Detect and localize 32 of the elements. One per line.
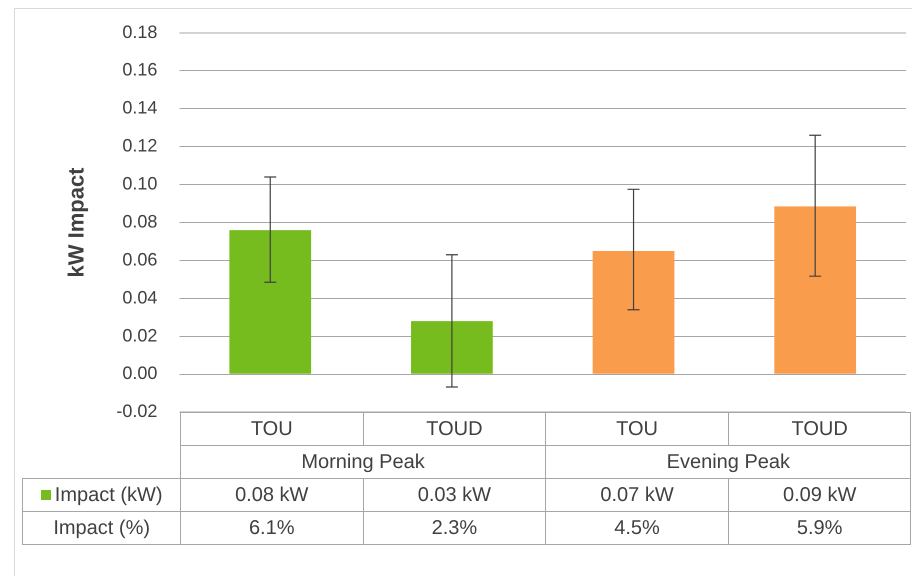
bar — [411, 321, 493, 374]
x-tick-label: TOUD — [363, 412, 546, 446]
data-label: 0.09 kW — [728, 478, 911, 512]
x-tick-label: TOU — [180, 412, 364, 446]
y-axis-title: kW Impact — [63, 166, 88, 278]
text: 2.3% — [363, 512, 546, 545]
text: Impact (%) — [22, 512, 180, 545]
y-tick-label: 0.06 — [122, 249, 158, 270]
y-tick-label: 0.02 — [122, 325, 158, 346]
bar — [774, 206, 856, 374]
x-tick-label: TOUD — [728, 412, 911, 446]
data-label: 0.08 kW — [180, 478, 364, 512]
text: 5.9% — [728, 512, 911, 545]
text: 4.5% — [546, 512, 728, 545]
legend-label: Impact (kW) — [22, 478, 180, 512]
text: Morning Peak — [180, 446, 546, 479]
text: 6.1% — [180, 512, 364, 545]
text: Evening Peak — [546, 446, 911, 479]
y-tick-label: 0.12 — [122, 136, 158, 156]
x-tick-label: TOU — [546, 412, 728, 446]
data-label: 0.07 kW — [546, 478, 728, 512]
y-tick-label: 0.14 — [122, 98, 158, 118]
data-label: 0.03 kW — [363, 478, 546, 512]
y-tick-label: 0.16 — [122, 60, 158, 80]
y-tick-label: -0.02 — [116, 401, 158, 422]
y-tick-label: 0.00 — [122, 363, 158, 384]
bar — [229, 230, 312, 374]
y-tick-label: 0.10 — [122, 174, 158, 194]
y-tick-label: 0.04 — [122, 287, 158, 308]
y-tick-label: 0.18 — [122, 22, 158, 42]
y-tick-label: 0.08 — [122, 211, 158, 232]
bar — [592, 250, 674, 374]
